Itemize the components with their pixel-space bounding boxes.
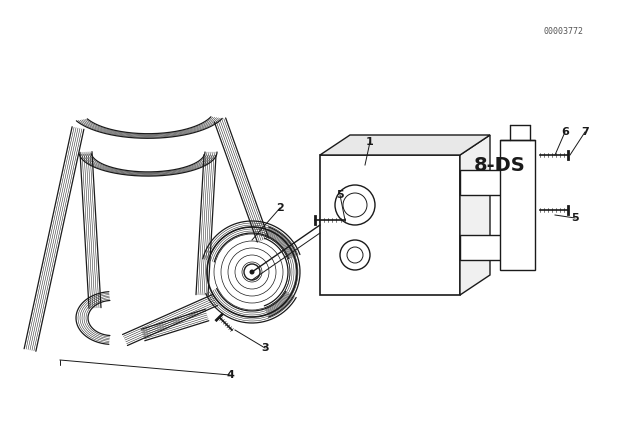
Polygon shape (460, 135, 490, 295)
Text: 3: 3 (261, 343, 269, 353)
Text: 2: 2 (276, 203, 284, 213)
Text: 8-DS: 8-DS (474, 156, 525, 175)
FancyBboxPatch shape (500, 140, 535, 270)
Polygon shape (320, 135, 490, 155)
Text: 5: 5 (571, 213, 579, 223)
FancyBboxPatch shape (320, 155, 460, 295)
Polygon shape (460, 235, 510, 260)
Text: 1: 1 (366, 137, 374, 147)
Text: 00003772: 00003772 (543, 27, 583, 36)
Text: 4: 4 (226, 370, 234, 380)
Circle shape (244, 264, 260, 280)
Text: 5: 5 (336, 190, 344, 200)
Polygon shape (460, 170, 510, 195)
Text: 7: 7 (581, 127, 589, 137)
Text: 6: 6 (561, 127, 569, 137)
Circle shape (250, 270, 255, 275)
